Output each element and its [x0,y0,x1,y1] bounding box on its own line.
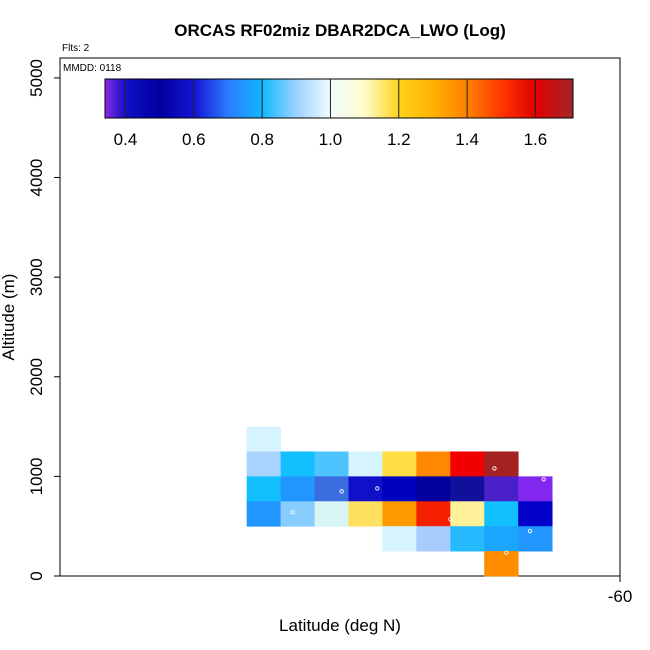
plot-frame [59,57,621,577]
y-axis: 0 1000 2000 3000 4000 5000 [27,59,60,581]
heatmap-cell [518,526,553,552]
heatmap-cell [246,501,282,527]
y-tick-label: 2000 [27,358,46,396]
colorbar-bar [104,78,574,119]
sample-marker [290,510,295,515]
sample-marker [492,466,497,471]
heatmap-cell [246,476,282,502]
chart-title: ORCAS RF02miz DBAR2DCA_LWO (Log) [174,21,506,40]
heatmap-cell [348,501,383,527]
y-tick-label: 3000 [27,258,46,296]
y-tick-label: 1000 [27,457,46,495]
heatmap-cell [484,501,519,527]
colorbar: 0.4 0.6 0.8 1.0 1.2 1.4 1.6 [104,78,574,149]
heatmap-cell [416,451,451,477]
heatmap-cell [484,551,519,577]
heatmap-cell [348,451,383,477]
y-tick-label: 0 [27,571,46,580]
heatmap-cell [518,476,553,502]
heatmap-cell [314,501,349,527]
heatmap-cell [280,501,315,527]
heatmap-cell [450,451,485,477]
heatmap-cell [484,526,519,552]
heatmap-cell [382,501,417,527]
heatmap-cell [450,476,485,502]
colorbar-tick-label: 1.4 [455,130,479,149]
colorbar-tick-label: 0.4 [114,130,138,149]
heatmap-cell [450,526,485,552]
colorbar-tick-label: 1.2 [387,130,411,149]
heatmap-cell [382,451,417,477]
sample-markers [290,466,546,555]
heatmap-cell [348,476,383,502]
colorbar-tick-label: 1.6 [524,130,548,149]
heatmap-cell [280,451,315,477]
heatmap-cell [518,501,553,527]
sample-marker [504,550,509,555]
sample-marker [375,486,380,491]
x-tick-label: -60 [608,587,633,606]
heatmap-cell [314,476,349,502]
sample-marker [448,517,453,522]
heatmap-cell [484,476,519,502]
x-axis-label: Latitude (deg N) [279,616,401,635]
sample-marker [339,489,344,494]
date-note: MMDD: 0118 [63,63,122,74]
heatmap-cell [382,476,417,502]
heatmap-cell [416,476,451,502]
sample-marker [541,477,546,482]
colorbar-tick-label: 1.0 [319,130,343,149]
colorbar-tick-label: 0.8 [250,130,274,149]
y-tick-label: 4000 [27,159,46,197]
heatmap-cell [314,451,349,477]
heatmap-cell [416,526,451,552]
x-axis: -60 [608,576,633,606]
y-tick-label: 5000 [27,59,46,97]
heatmap-cell [416,501,451,527]
heatmap-cell [382,526,417,552]
colorbar-tick-label: 0.6 [182,130,206,149]
heatmap-cell [450,501,485,527]
heatmap-cell [246,451,282,477]
heatmap-cell [280,476,315,502]
y-axis-label: Altitude (m) [0,274,18,361]
heatmap-cell [246,426,282,452]
sample-marker [527,529,533,534]
flights-note: Flts: 2 [62,43,90,54]
heatmap-cells [246,426,553,577]
heatmap-cell [484,451,519,477]
